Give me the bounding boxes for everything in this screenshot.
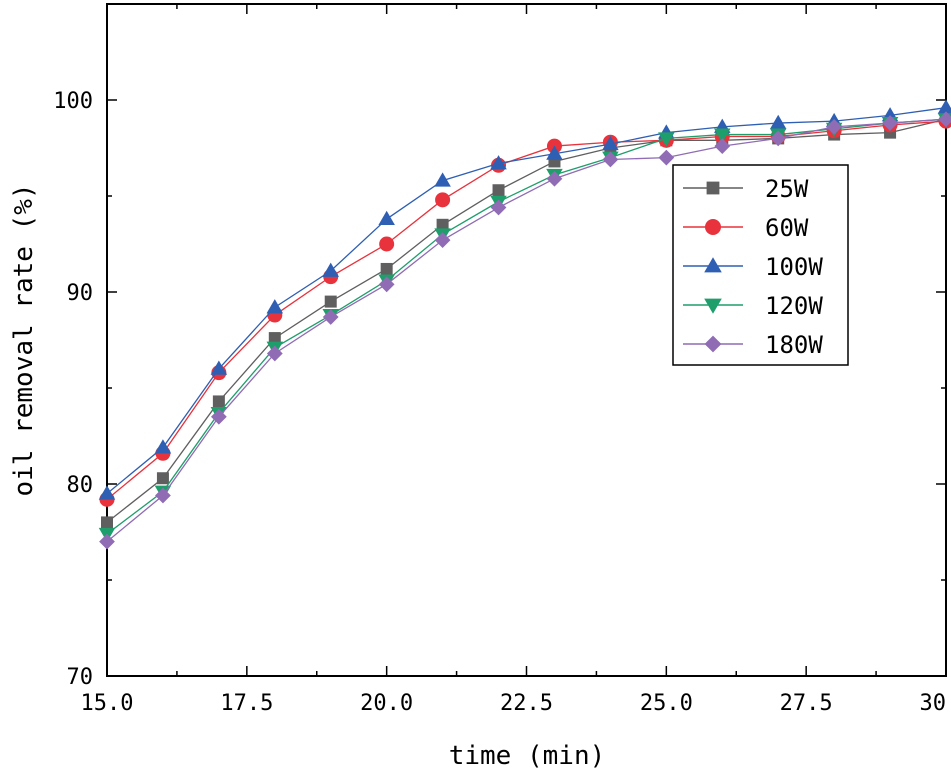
x-tick-label: 17.5	[220, 691, 273, 716]
data-point	[434, 172, 451, 187]
y-tick-label: 100	[53, 89, 93, 114]
series-180w	[99, 111, 951, 550]
data-point	[436, 218, 449, 231]
data-point	[826, 119, 843, 135]
data-point	[770, 130, 787, 147]
data-point	[546, 145, 563, 160]
data-point	[602, 135, 619, 151]
data-point	[434, 232, 451, 249]
data-point	[378, 276, 395, 293]
data-point	[714, 128, 731, 143]
y-axis: 70 80 90 100	[53, 3, 946, 690]
x-tick-label: 22.5	[500, 691, 553, 716]
legend-marker	[704, 257, 722, 273]
series-line	[106, 118, 947, 523]
series-line	[106, 107, 947, 495]
data-point	[769, 114, 787, 130]
series-line	[106, 118, 947, 535]
data-point	[938, 111, 951, 128]
data-point	[154, 439, 172, 454]
legend-marker	[706, 181, 720, 195]
data-point	[266, 299, 284, 314]
legend-label: 120W	[765, 292, 823, 320]
data-point	[380, 262, 393, 275]
data-point	[546, 170, 563, 187]
data-point	[322, 309, 339, 325]
y-axis-title: oil removal rate (%)	[9, 183, 39, 496]
data-point	[210, 408, 227, 425]
data-point	[937, 99, 951, 114]
data-point	[490, 155, 507, 170]
x-tick-label: 25.0	[640, 691, 693, 716]
y-tick-label: 90	[67, 281, 94, 306]
data-point	[268, 332, 281, 345]
data-point	[490, 199, 507, 216]
data-point	[101, 516, 113, 529]
data-point	[882, 115, 898, 131]
data-point	[324, 295, 337, 308]
x-tick-label: 30.0	[920, 691, 951, 716]
legend: 25W 60W 100W 120W 180W	[672, 164, 849, 366]
data-point	[212, 395, 225, 408]
series-line	[106, 118, 947, 543]
x-axis-title: time (min)	[449, 741, 606, 771]
series-layer	[98, 99, 951, 550]
data-point	[714, 138, 731, 154]
data-point	[492, 184, 505, 197]
data-point	[435, 192, 451, 208]
x-tick-label: 15.0	[81, 691, 134, 716]
legend-box	[672, 164, 849, 366]
data-point	[322, 262, 339, 277]
legend-marker	[704, 298, 722, 314]
legend-label: 180W	[765, 331, 823, 359]
y-tick-label: 70	[67, 665, 94, 690]
data-point	[156, 472, 169, 485]
series-line	[106, 120, 947, 500]
legend-label: 25W	[765, 175, 809, 203]
legend-item: 60W	[683, 214, 809, 242]
legend-label: 100W	[765, 253, 823, 281]
x-tick-label: 27.5	[780, 691, 833, 716]
data-point	[266, 345, 283, 362]
legend-item: 120W	[683, 292, 823, 320]
data-point	[378, 210, 395, 226]
legend-item: 180W	[683, 331, 823, 359]
data-point	[155, 487, 171, 504]
legend-item: 100W	[683, 253, 823, 281]
data-point	[658, 132, 675, 147]
data-point	[210, 360, 228, 375]
legend-label: 60W	[765, 214, 809, 242]
x-tick-label: 20.0	[360, 691, 413, 716]
data-point	[99, 533, 115, 550]
data-point	[379, 236, 395, 252]
data-point	[98, 485, 116, 500]
data-point	[602, 151, 619, 168]
x-axis: 15.0 17.5 20.0 22.5 25.0 27.5 30.0	[81, 4, 951, 716]
data-point	[658, 149, 675, 166]
legend-item: 25W	[683, 175, 809, 203]
legend-marker	[705, 219, 721, 235]
y-tick-label: 80	[67, 473, 94, 498]
legend-marker	[704, 335, 722, 353]
